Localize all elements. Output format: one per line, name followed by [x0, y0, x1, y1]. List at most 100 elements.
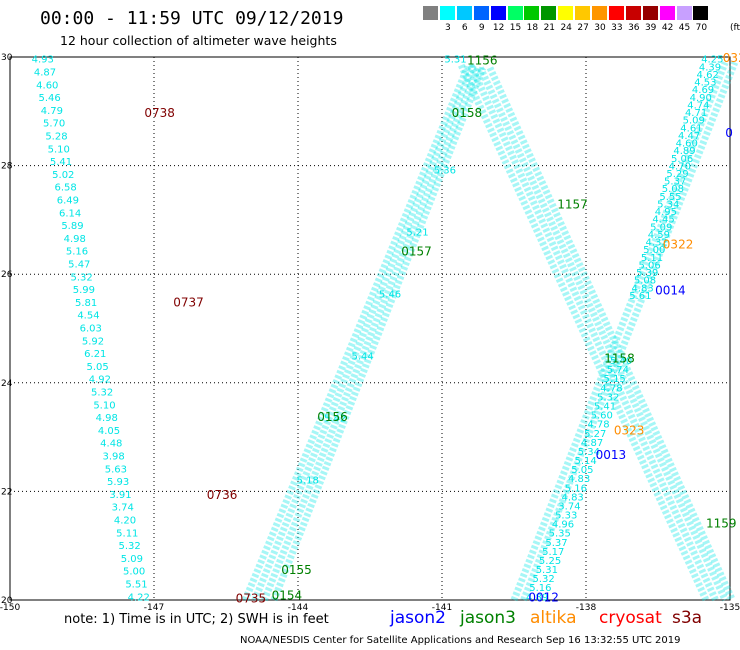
swh-value: 5.09 [650, 222, 672, 233]
swh-value: 4.93 [32, 55, 54, 66]
time-label: 0156 [317, 410, 348, 424]
swh-value: 5.34 [657, 199, 679, 210]
swh-value: 5.00 [123, 567, 145, 578]
swh-value: 4.70 [669, 161, 691, 172]
swh-value: 4.83 [562, 492, 584, 503]
swh-value: 4.48 [100, 439, 122, 450]
scale-swatch [592, 6, 607, 20]
swh-value: 4.59 [648, 230, 670, 241]
swh-value: 5.02 [52, 170, 74, 181]
swh-value: 5.32 [532, 574, 554, 585]
map-frame [9, 56, 731, 601]
swh-value: 5.09 [121, 554, 143, 565]
footer-note: note: 1) Time is in UTC; 2) SWH is in fe… [64, 612, 329, 627]
y-tick-label: 22 [1, 487, 12, 497]
swh-value: 4.98 [96, 413, 118, 424]
swh-value: 5.51 [125, 579, 147, 590]
swh-value: 5.06 [671, 154, 693, 165]
time-label: 1156 [467, 53, 498, 67]
swh-value: 5.32 [70, 272, 92, 283]
time-label: 0155 [281, 563, 312, 577]
swh-value: 3.74 [112, 503, 134, 514]
scale-label: 18 [526, 23, 539, 33]
time-label: 0154 [272, 589, 303, 603]
scale-swatch [659, 6, 675, 20]
swh-value: 5.31 [444, 55, 466, 66]
swh-value: 5.09 [683, 116, 705, 127]
time-label: 0013 [596, 448, 627, 462]
scale-label: 24 [560, 23, 572, 33]
swh-value: 4.71 [685, 108, 707, 119]
time-label: 1158 [604, 351, 635, 365]
swh-value: 3.98 [102, 451, 124, 462]
scale-label: 39 [644, 23, 657, 33]
scale-label: 42 [661, 23, 674, 33]
swh-value: 4.60 [36, 80, 58, 91]
scale-swatch [541, 6, 557, 20]
swh-value: 5.11 [641, 253, 663, 264]
swh-value: 6.21 [84, 349, 106, 360]
time-label: 0735 [236, 591, 267, 605]
scale-swatch [423, 6, 438, 20]
swh-value: 5.11 [116, 528, 138, 539]
legend-cryosat: cryosat [599, 608, 662, 628]
scale-swatch [575, 6, 591, 20]
swh-value: 4.79 [41, 106, 63, 117]
swh-value: 5.08 [662, 184, 684, 195]
track-swath [241, 63, 472, 602]
x-tick-label: -144 [288, 603, 309, 613]
scale-label: 33 [611, 23, 623, 33]
scale-label: 9 [478, 23, 485, 33]
scale-label: 6 [461, 23, 468, 33]
scale-label: 36 [628, 23, 640, 33]
swh-value: 4.20 [114, 515, 136, 526]
swh-value: 5.27 [584, 429, 606, 440]
swh-value: 5.36 [434, 165, 456, 176]
swh-value: 5.47 [68, 260, 90, 271]
swh-value: 5.08 [634, 276, 656, 287]
time-label: 0014 [655, 283, 686, 297]
swh-value: 4.05 [98, 426, 120, 437]
time-label: 0012 [528, 590, 559, 604]
map-title: 00:00 - 11:59 UTC 09/12/2019 [40, 8, 344, 29]
swh-value: 5.18 [297, 476, 319, 487]
x-tick-label: -147 [144, 603, 164, 613]
swh-value: 4.47 [678, 131, 700, 142]
swh-value: 5.06 [638, 260, 660, 271]
swh-value: 4.25 [701, 55, 723, 66]
swh-value: 4.22 [128, 592, 150, 603]
swh-value: 5.35 [549, 529, 571, 540]
scale-swatch [439, 6, 455, 20]
scale-label: 45 [678, 23, 691, 33]
swh-value: 6.58 [54, 183, 76, 194]
swh-value: 4.98 [64, 234, 86, 245]
x-tick-label: -135 [720, 603, 740, 613]
time-label: 0323 [614, 424, 645, 438]
swh-value: 5.17 [542, 547, 564, 558]
scale-unit: (ft) [730, 23, 740, 33]
track-swath [458, 63, 710, 602]
scale-swatch [473, 6, 489, 20]
swh-value: 5.99 [73, 285, 95, 296]
swh-value: 6.03 [80, 324, 102, 335]
y-tick-label: 28 [1, 162, 13, 172]
scale-label: 21 [543, 23, 556, 33]
scale-swatch [608, 6, 624, 20]
swh-value: 5.15 [604, 374, 626, 385]
time-label: 0 [725, 126, 733, 140]
time-label: 0737 [173, 295, 204, 309]
legend-jason2: jason2 [390, 608, 446, 628]
swh-value: 4.95 [655, 207, 677, 218]
swh-value: 5.89 [61, 221, 83, 232]
swh-value: 5.41 [594, 402, 616, 413]
swh-value: 4.74 [687, 100, 709, 111]
track-swath [261, 66, 482, 602]
swh-value: 6.49 [57, 196, 79, 207]
swh-value: 4.61 [680, 123, 702, 134]
swh-value: 5.81 [75, 298, 97, 309]
swh-value: 5.41 [50, 157, 72, 168]
swh-value: 5.74 [607, 365, 629, 376]
swh-value: 3.74 [558, 501, 580, 512]
swh-value: 5.61 [629, 291, 651, 302]
